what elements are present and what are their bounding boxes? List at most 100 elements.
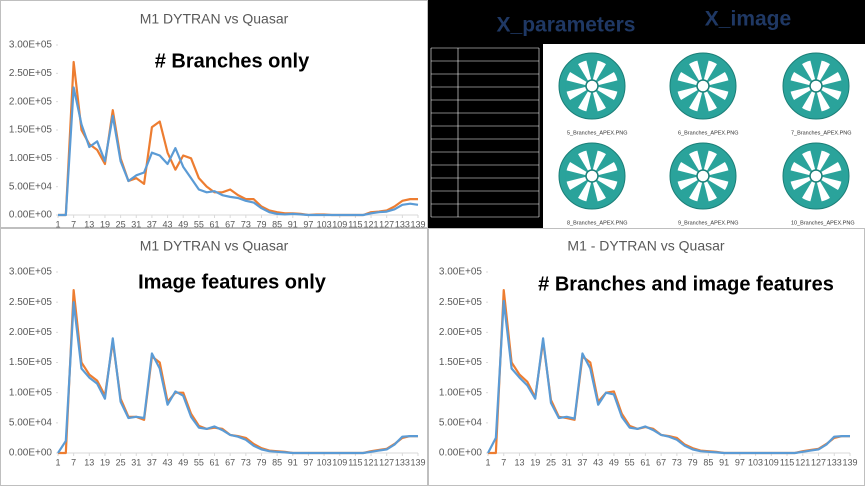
y-tick-label: 2.50E+05 — [9, 297, 53, 308]
x-tick-label: 1 — [485, 457, 490, 467]
wheel-spoke — [569, 178, 590, 199]
y-tick-label: 2.50E+05 — [439, 297, 483, 308]
wheel-spoke — [676, 80, 700, 92]
image-caption: 5_Branches_APEX.PNG — [567, 130, 628, 136]
x-tick-label: 127 — [379, 457, 394, 467]
x-tick-label: 61 — [640, 457, 650, 467]
wheel-spoke — [793, 88, 814, 109]
x-tick-label: 43 — [593, 457, 603, 467]
wheel-hub — [585, 79, 599, 93]
x-tick-label: 115 — [348, 219, 362, 229]
x-tick-label: 49 — [178, 457, 188, 467]
wheel-spoke — [697, 59, 709, 83]
wheel-hub — [696, 169, 710, 183]
x-tick-label: 73 — [241, 457, 251, 467]
image-caption: 8_Branches_APEX.PNG — [567, 220, 628, 226]
wheel-spoke — [594, 63, 615, 84]
wheel-spoke — [793, 63, 814, 84]
y-tick-label: 0.00E+00 — [9, 210, 53, 221]
x-tick-label: 13 — [84, 219, 94, 229]
wheel-spoke — [705, 88, 726, 109]
wheel-spoke — [676, 170, 700, 182]
wheel-spoke — [705, 153, 726, 174]
image-caption: 6_Branches_APEX.PNG — [678, 130, 739, 136]
x-tick-label: 79 — [256, 219, 266, 229]
y-tick-label: 1.00E+05 — [439, 387, 483, 398]
wheel-spoke — [706, 170, 730, 182]
annotation: # Branches only — [155, 50, 310, 72]
x-tick-label: 115 — [348, 457, 362, 467]
wheel-spoke — [793, 178, 814, 199]
x-tick-label: 79 — [688, 457, 698, 467]
x-tick-label: 139 — [410, 219, 425, 229]
wheel-spoke — [594, 153, 615, 174]
wheel-spoke — [818, 153, 839, 174]
y-tick-label: 3.00E+05 — [9, 267, 53, 278]
wheel-spoke — [594, 178, 615, 199]
wheel-spoke — [810, 59, 822, 83]
x-tick-label: 31 — [131, 457, 141, 467]
annotation: Image features only — [138, 271, 327, 293]
x-tick-label: 49 — [609, 457, 619, 467]
wheel-hub — [809, 169, 823, 183]
x-tick-label: 121 — [364, 219, 379, 229]
wheel-spoke — [789, 80, 813, 92]
y-tick-label: 1.50E+05 — [9, 125, 53, 136]
x-tick-label: 13 — [514, 457, 524, 467]
x-tick-label: 1 — [55, 457, 60, 467]
wheel-spoke — [680, 153, 701, 174]
chart-title: M1 DYTRAN vs Quasar — [140, 11, 289, 27]
annotation: # Branches and image features — [538, 273, 834, 295]
x-tick-label: 31 — [562, 457, 572, 467]
x-tick-label: 7 — [71, 457, 76, 467]
x-tick-label: 103 — [748, 457, 763, 467]
image-caption: 7_Branches_APEX.PNG — [791, 130, 852, 136]
series-line — [487, 299, 850, 455]
wheel-spoke — [810, 89, 822, 113]
x-tick-label: 133 — [395, 457, 410, 467]
x-tick-label: 97 — [735, 457, 745, 467]
x-tick-label: 133 — [395, 219, 410, 229]
y-tick-label: 5.00E+04 — [9, 417, 53, 428]
image-caption: 10_Branches_APEX.PNG — [791, 220, 855, 226]
wheel-spoke — [706, 80, 730, 92]
y-tick-label: 3.00E+05 — [439, 267, 483, 278]
y-tick-label: 2.50E+05 — [9, 68, 53, 79]
x-tick-label: 91 — [719, 457, 729, 467]
wheel-spoke — [819, 170, 843, 182]
wheel-spoke — [595, 80, 619, 92]
x-tick-label: 19 — [100, 219, 110, 229]
x-tick-label: 109 — [764, 457, 779, 467]
x-tick-label: 121 — [364, 457, 379, 467]
wheel-spoke — [818, 63, 839, 84]
x-tick-label: 127 — [379, 219, 394, 229]
y-tick-label: 0.00E+00 — [439, 448, 483, 459]
x-tick-label: 25 — [116, 457, 126, 467]
x-tick-label: 97 — [303, 457, 313, 467]
wheel-spoke — [697, 89, 709, 113]
wheel-spoke — [810, 179, 822, 203]
chart-frame — [0, 0, 428, 228]
y-tick-label: 1.50E+05 — [439, 357, 483, 368]
panel-heading: X_image — [705, 8, 791, 31]
x-tick-label: 43 — [163, 219, 173, 229]
x-tick-label: 73 — [241, 219, 251, 229]
x-tick-label: 73 — [672, 457, 682, 467]
x-tick-label: 7 — [501, 457, 506, 467]
wheel-spoke — [586, 149, 598, 173]
wheel-hub — [809, 79, 823, 93]
wheel-spoke — [705, 178, 726, 199]
wheel-spoke — [793, 153, 814, 174]
y-tick-label: 2.00E+05 — [9, 96, 53, 107]
wheel-spoke — [705, 63, 726, 84]
wheel-spoke — [586, 59, 598, 83]
x-tick-label: 13 — [84, 457, 94, 467]
x-tick-label: 85 — [272, 457, 282, 467]
wheel-spoke — [586, 179, 598, 203]
series-line — [57, 301, 418, 455]
x-tick-label: 85 — [272, 219, 282, 229]
x-tick-label: 103 — [317, 219, 332, 229]
series-line — [58, 86, 419, 217]
y-tick-label: 1.00E+05 — [9, 153, 53, 164]
x-tick-label: 97 — [303, 219, 313, 229]
